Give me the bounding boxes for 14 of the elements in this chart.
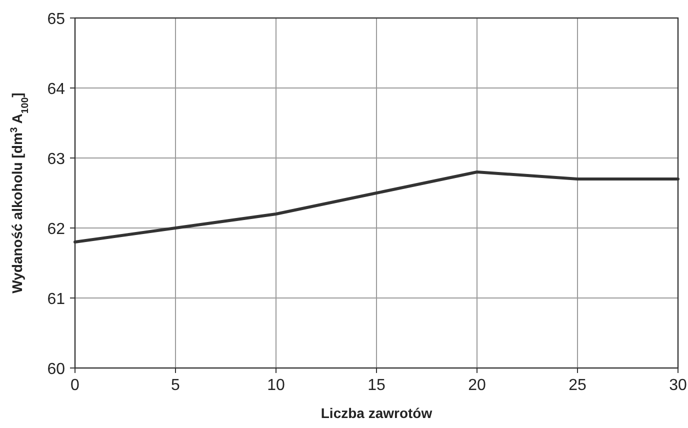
- y-tick-label: 65: [47, 11, 66, 28]
- x-tick-label: 30: [669, 377, 687, 394]
- x-tick-label: 20: [468, 377, 486, 394]
- x-axis-title: Liczba zawrotów: [320, 405, 432, 421]
- x-tick-label: 0: [70, 377, 80, 394]
- y-tick-label: 64: [47, 81, 66, 98]
- y-tick-label: 61: [47, 291, 66, 308]
- x-tick-label: 10: [267, 377, 285, 394]
- x-tick-label: 15: [368, 377, 386, 394]
- x-tick-label: 5: [171, 377, 180, 394]
- y-tick-label: 60: [47, 361, 66, 378]
- x-tick-label: 25: [568, 377, 586, 394]
- y-tick-label: 62: [47, 221, 66, 238]
- y-tick-label: 63: [47, 151, 66, 168]
